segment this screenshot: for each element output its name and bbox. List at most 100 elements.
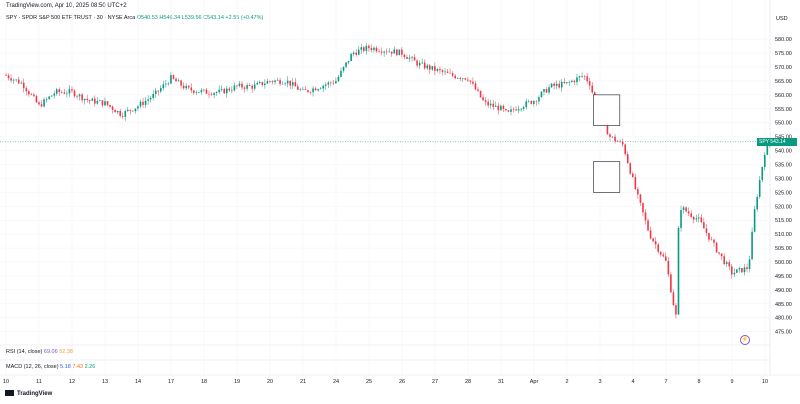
candle-body <box>360 47 363 50</box>
symbol-legend[interactable]: SPY · SPDR S&P 500 ETF TRUST · 30 · NYSE… <box>6 15 263 21</box>
candle <box>383 50 385 57</box>
candle <box>396 48 398 57</box>
rsi-label: RSI (14, close) <box>6 349 43 355</box>
candle-body <box>753 209 756 232</box>
candle-body <box>738 267 741 270</box>
candle-body <box>195 92 198 93</box>
candle <box>48 95 50 100</box>
candle <box>675 303 677 319</box>
candle-body <box>578 76 581 78</box>
candle <box>365 42 368 55</box>
rectangle-drawing[interactable] <box>593 94 621 126</box>
candle <box>477 87 479 92</box>
candle <box>22 78 25 93</box>
candle <box>30 92 33 96</box>
candle-body <box>10 78 12 81</box>
price-tick-label: 490.00 <box>775 288 792 294</box>
candle <box>61 90 63 94</box>
candle <box>261 81 264 87</box>
candle <box>611 136 614 139</box>
candle-body <box>279 79 281 84</box>
candle-body <box>134 108 137 112</box>
candle <box>167 81 170 86</box>
candle <box>162 80 165 91</box>
candle <box>451 71 454 78</box>
candle <box>223 87 226 94</box>
symbol-description[interactable]: SPY · SPDR S&P 500 ETF TRUST · 30 · NYSE… <box>6 15 136 21</box>
price-tick-label: 535.00 <box>775 163 792 169</box>
candle <box>215 91 218 96</box>
candle <box>416 59 418 68</box>
candle-body <box>672 292 675 306</box>
candle <box>213 91 215 99</box>
candle <box>581 72 583 79</box>
candle <box>177 78 180 82</box>
candle <box>253 80 256 91</box>
candle-body <box>208 93 210 95</box>
candle-body <box>76 96 78 97</box>
candle-body <box>28 91 30 95</box>
candle-body <box>149 97 152 100</box>
candle-body <box>43 99 45 107</box>
candle-body <box>63 92 66 94</box>
candle-body <box>665 256 667 261</box>
candle-body <box>38 102 40 105</box>
candle-body <box>284 83 286 85</box>
candle-body <box>83 98 86 101</box>
candle <box>403 53 406 60</box>
candle <box>109 104 111 109</box>
candle-body <box>45 98 48 100</box>
candle-body <box>261 82 264 86</box>
macd-legend[interactable]: MACD (12, 26, close) 5.18 7.43 2.26 <box>6 364 95 370</box>
candle-body <box>487 101 489 106</box>
rsi-legend[interactable]: RSI (14, close) 69.06 52.38 <box>6 349 73 355</box>
candle <box>406 54 408 60</box>
candle <box>281 81 284 85</box>
candle-body <box>530 101 533 104</box>
candle-body <box>380 51 383 53</box>
candle <box>76 94 78 100</box>
candle-body <box>444 71 446 73</box>
candle <box>327 80 330 88</box>
candle <box>489 99 492 109</box>
candle <box>66 90 68 98</box>
candle <box>687 207 690 217</box>
candle-body <box>317 89 319 91</box>
candle-body <box>332 82 335 84</box>
price-tick-label: 520.00 <box>775 204 792 210</box>
candle-body <box>236 85 238 87</box>
candle-body <box>545 89 548 93</box>
flag-icon[interactable]: ⚡ <box>740 335 750 345</box>
candle-body <box>581 76 583 77</box>
candle-body <box>322 85 325 89</box>
candle-body <box>319 88 322 90</box>
time-tick-label: 13 <box>102 379 108 385</box>
candle-body <box>50 95 53 97</box>
candle-body <box>190 87 193 91</box>
candle-body <box>494 105 497 107</box>
candle-body <box>426 65 429 69</box>
candle-body <box>741 267 743 273</box>
candle <box>446 68 449 74</box>
candle-body <box>385 51 388 53</box>
candle-body <box>482 97 484 101</box>
candle-body <box>175 78 177 82</box>
candle-body <box>461 78 464 79</box>
candle-body <box>246 85 248 89</box>
time-tick-label: 11 <box>36 379 42 385</box>
candle <box>94 95 96 107</box>
candle <box>208 90 210 99</box>
candle-body <box>345 62 347 67</box>
candle-body <box>182 85 185 89</box>
candle <box>657 242 659 255</box>
candle-body <box>264 83 266 86</box>
candle <box>672 289 675 306</box>
candle-body <box>129 109 132 111</box>
candle <box>319 87 322 90</box>
candle-body <box>477 89 479 91</box>
candle-body <box>154 90 157 94</box>
candle <box>393 46 396 54</box>
rectangle-drawing[interactable] <box>593 161 621 193</box>
candle <box>520 107 522 112</box>
